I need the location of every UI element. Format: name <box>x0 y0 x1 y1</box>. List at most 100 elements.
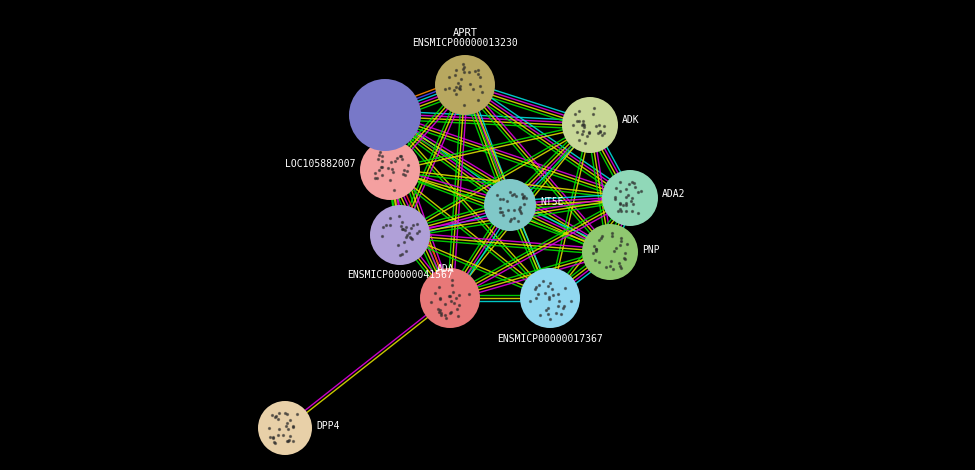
Point <box>511 206 526 213</box>
Point <box>588 245 604 253</box>
Text: ADA2: ADA2 <box>662 189 685 199</box>
Point <box>566 121 581 129</box>
Point <box>595 131 610 138</box>
Point <box>499 197 515 205</box>
Point <box>494 208 510 216</box>
Point <box>506 207 522 214</box>
Point <box>574 122 590 129</box>
Point <box>571 117 587 125</box>
Point <box>550 290 566 298</box>
Point <box>535 278 551 285</box>
Point <box>399 247 414 255</box>
Point <box>548 310 564 317</box>
Point <box>522 298 537 305</box>
Point <box>510 217 526 224</box>
Point <box>575 127 591 135</box>
Point <box>367 174 382 181</box>
Point <box>396 166 411 174</box>
Point <box>624 207 640 215</box>
Point <box>470 66 486 74</box>
Ellipse shape <box>420 268 480 328</box>
Point <box>278 423 293 430</box>
Point <box>443 298 458 305</box>
Point <box>443 309 458 317</box>
Point <box>374 164 390 171</box>
Point <box>618 201 634 209</box>
Point <box>393 152 409 159</box>
Point <box>399 232 414 239</box>
Point <box>570 137 586 144</box>
Point <box>449 312 465 320</box>
Point <box>442 84 457 91</box>
Text: APRT: APRT <box>452 28 478 38</box>
Point <box>628 183 644 191</box>
Point <box>262 433 278 441</box>
Point <box>590 130 605 137</box>
Point <box>371 166 387 174</box>
Point <box>516 195 531 202</box>
Point <box>603 262 618 270</box>
Point <box>619 240 635 248</box>
Point <box>603 257 618 265</box>
Point <box>567 110 583 118</box>
Point <box>395 170 410 178</box>
Text: NT5E: NT5E <box>540 197 564 207</box>
Point <box>593 234 608 242</box>
Point <box>540 310 556 317</box>
Point <box>279 419 294 427</box>
Point <box>516 192 531 200</box>
Point <box>617 256 633 263</box>
Ellipse shape <box>349 79 421 151</box>
Ellipse shape <box>582 224 638 280</box>
Point <box>540 304 556 312</box>
Point <box>585 250 601 257</box>
Text: DPP4: DPP4 <box>316 421 339 431</box>
Point <box>617 249 633 257</box>
Point <box>538 306 554 313</box>
Point <box>286 423 301 431</box>
Point <box>513 207 528 214</box>
Point <box>508 193 524 200</box>
Point <box>514 209 529 217</box>
Point <box>621 180 637 188</box>
Point <box>389 154 405 162</box>
Point <box>267 439 283 446</box>
Point <box>395 225 410 233</box>
Point <box>286 423 301 430</box>
Point <box>382 221 398 228</box>
Point <box>576 121 592 129</box>
Point <box>402 230 417 237</box>
Point <box>275 431 291 439</box>
Point <box>444 282 459 289</box>
Point <box>441 74 456 81</box>
Point <box>588 256 604 264</box>
Point <box>569 117 585 125</box>
Point <box>618 207 634 214</box>
Point <box>455 61 471 68</box>
Point <box>282 433 297 440</box>
Point <box>504 215 520 223</box>
Point <box>532 312 548 319</box>
Ellipse shape <box>258 401 312 455</box>
Point <box>613 234 629 241</box>
Point <box>610 259 626 267</box>
Point <box>396 225 411 233</box>
Point <box>589 122 604 130</box>
Point <box>618 185 634 192</box>
Point <box>394 219 410 226</box>
Point <box>405 221 420 229</box>
Point <box>393 251 409 258</box>
Point <box>495 212 511 219</box>
Point <box>586 243 602 250</box>
Point <box>466 85 482 93</box>
Point <box>514 190 529 198</box>
Point <box>575 120 591 127</box>
Point <box>427 290 443 297</box>
Point <box>448 294 463 302</box>
Point <box>586 110 602 118</box>
Point <box>471 96 487 104</box>
Point <box>606 247 622 255</box>
Text: LOC105882007: LOC105882007 <box>286 159 356 169</box>
Point <box>581 129 597 137</box>
Point <box>451 85 467 92</box>
